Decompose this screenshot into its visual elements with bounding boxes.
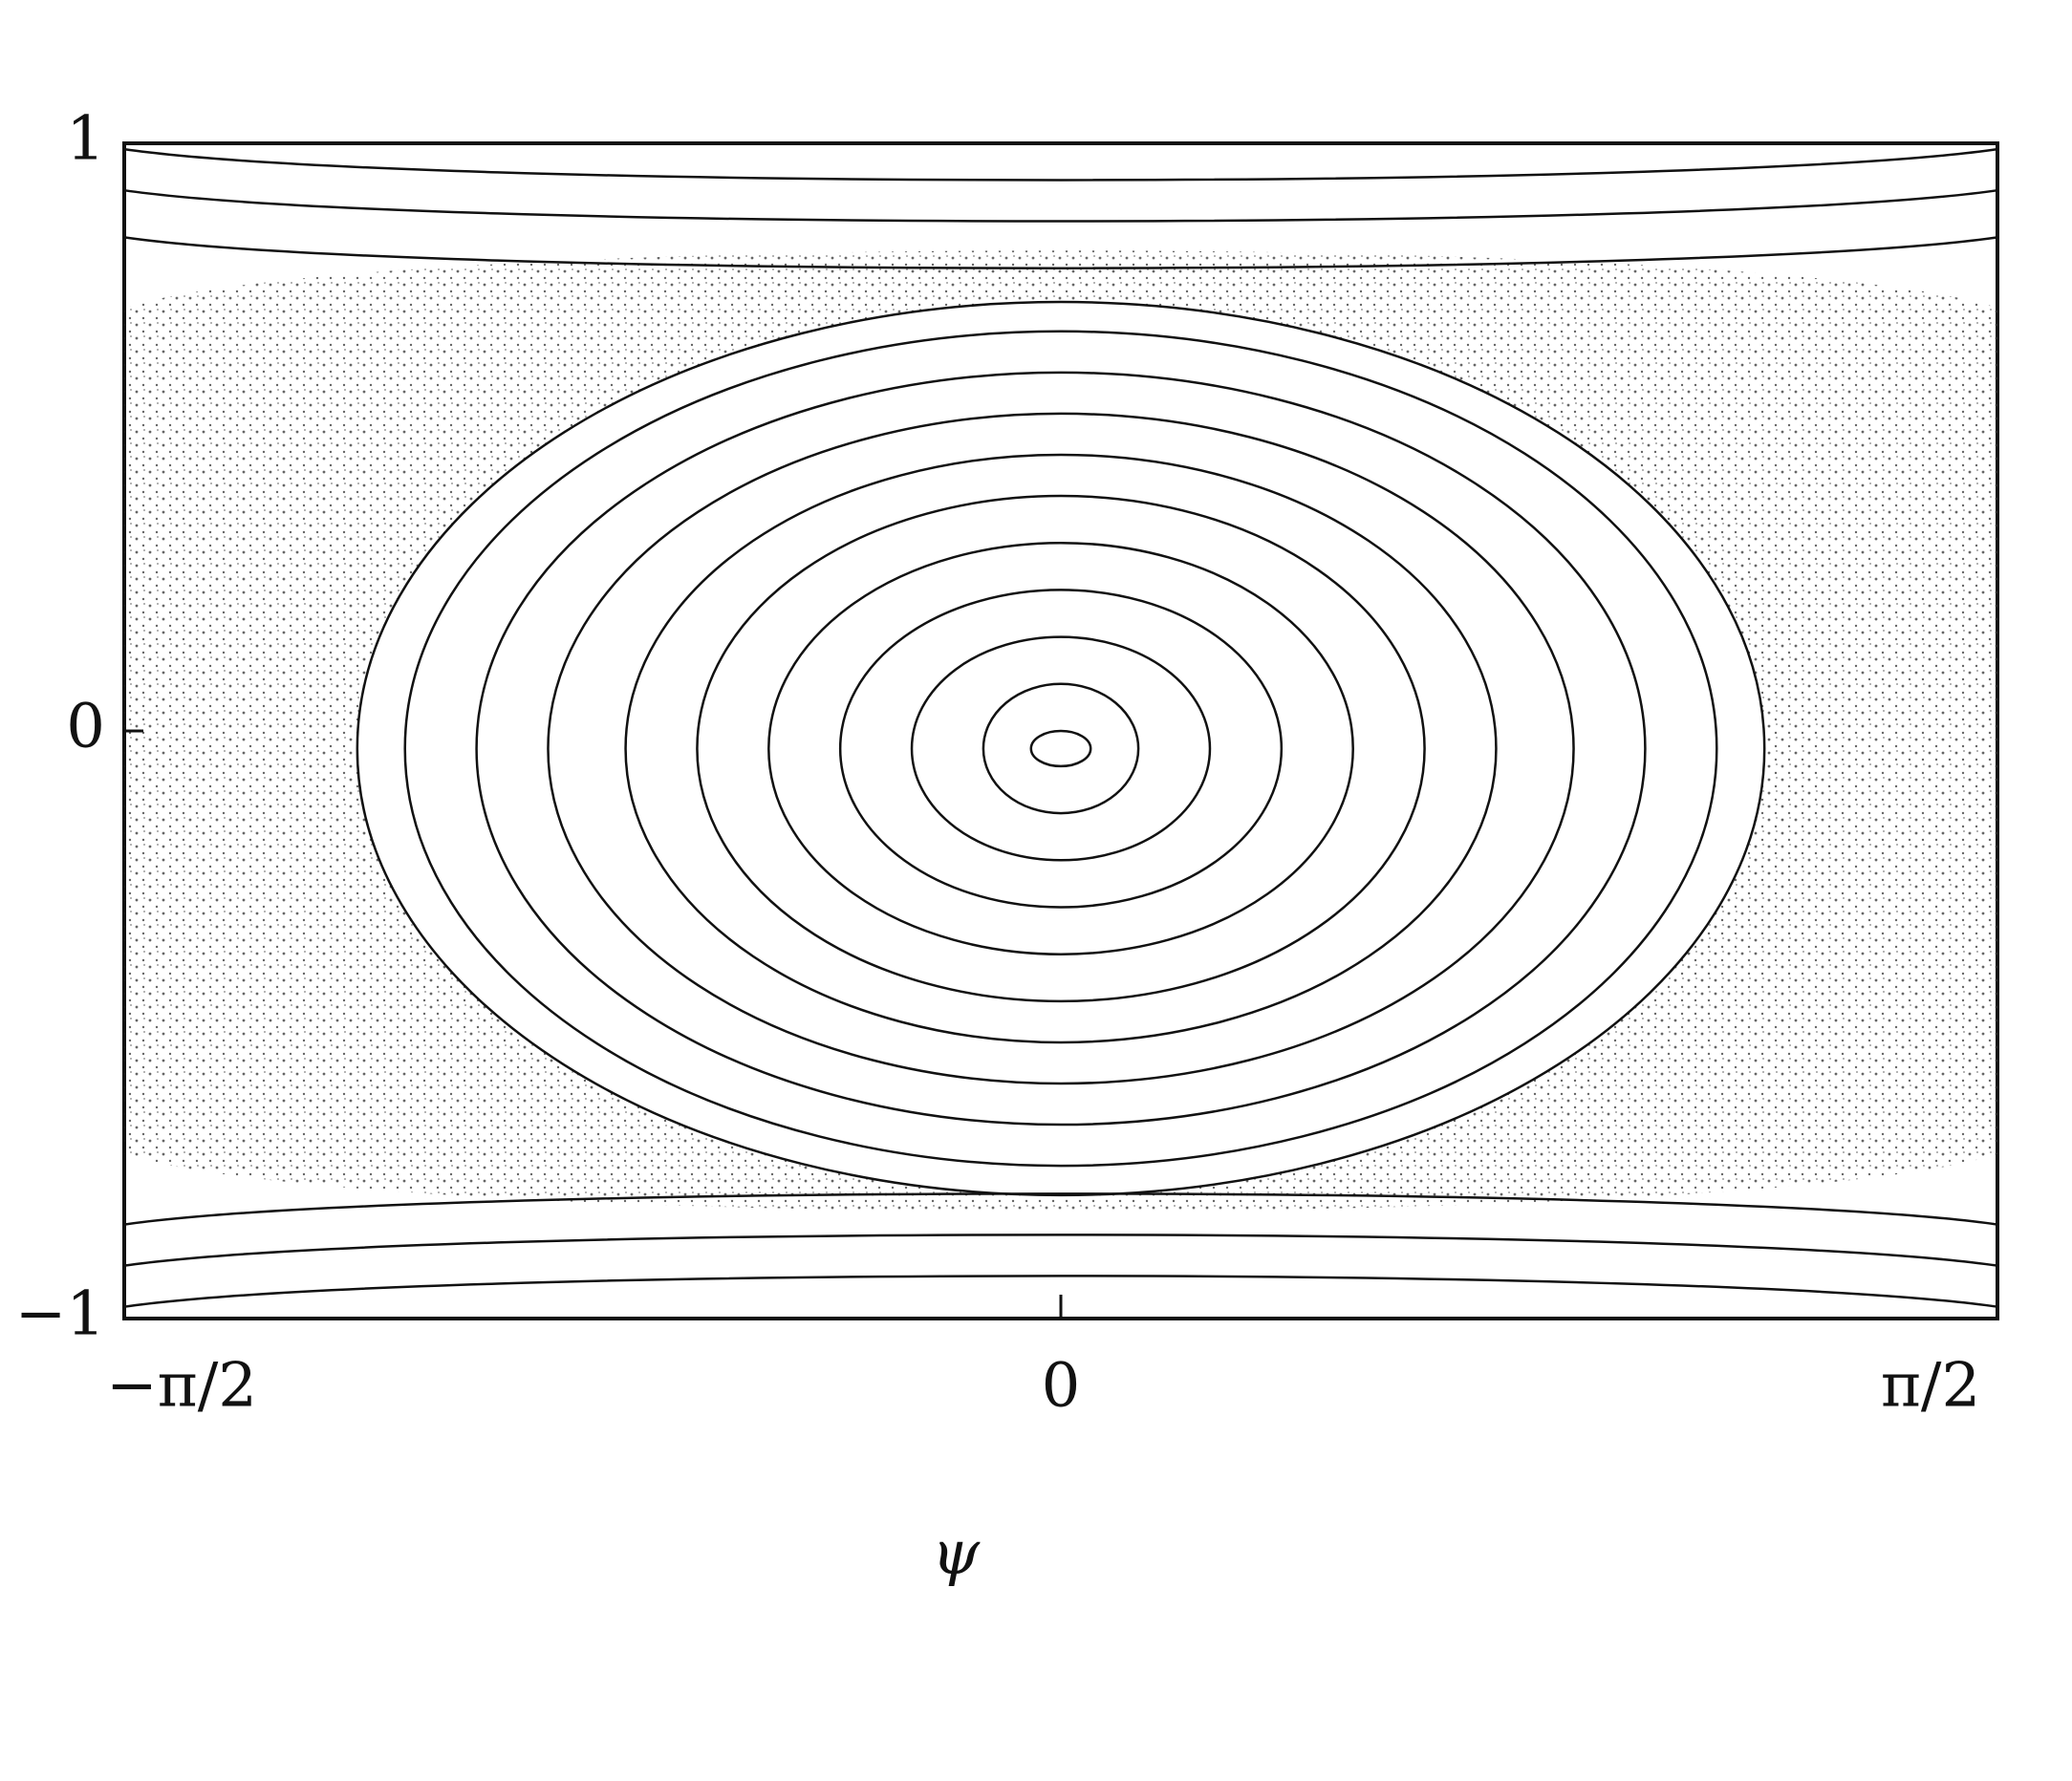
closed-orbit xyxy=(547,412,1575,1085)
closed-orbit xyxy=(475,371,1647,1127)
closed-orbit xyxy=(624,453,1498,1044)
chaos-mask xyxy=(356,302,1765,1195)
closed-orbit xyxy=(982,682,1140,815)
rotating-orbit xyxy=(123,1234,1998,1267)
closed-orbit xyxy=(696,494,1426,1003)
y-tick-label: −1 xyxy=(15,1279,105,1350)
closed-orbit xyxy=(910,635,1212,862)
closed-orbit xyxy=(1029,729,1092,768)
closed-orbit xyxy=(403,330,1718,1168)
rotating-orbit xyxy=(123,236,1998,269)
rotating-orbit xyxy=(123,188,1998,223)
x-tick-label: π/2 xyxy=(1881,1351,1980,1422)
rotating-orbit xyxy=(123,1275,1998,1308)
closed-orbit xyxy=(767,541,1354,955)
closed-orbit xyxy=(356,300,1766,1197)
y-tick-label: 1 xyxy=(66,104,105,175)
x-tick-label: 0 xyxy=(1042,1351,1081,1422)
x-tick-label: −π/2 xyxy=(106,1351,257,1422)
y-tick-label: 0 xyxy=(66,692,105,762)
rotating-orbit xyxy=(123,1192,1998,1226)
closed-orbit xyxy=(838,589,1284,909)
rotating-orbit xyxy=(123,147,1998,182)
x-axis-label: ψ xyxy=(932,1518,981,1589)
